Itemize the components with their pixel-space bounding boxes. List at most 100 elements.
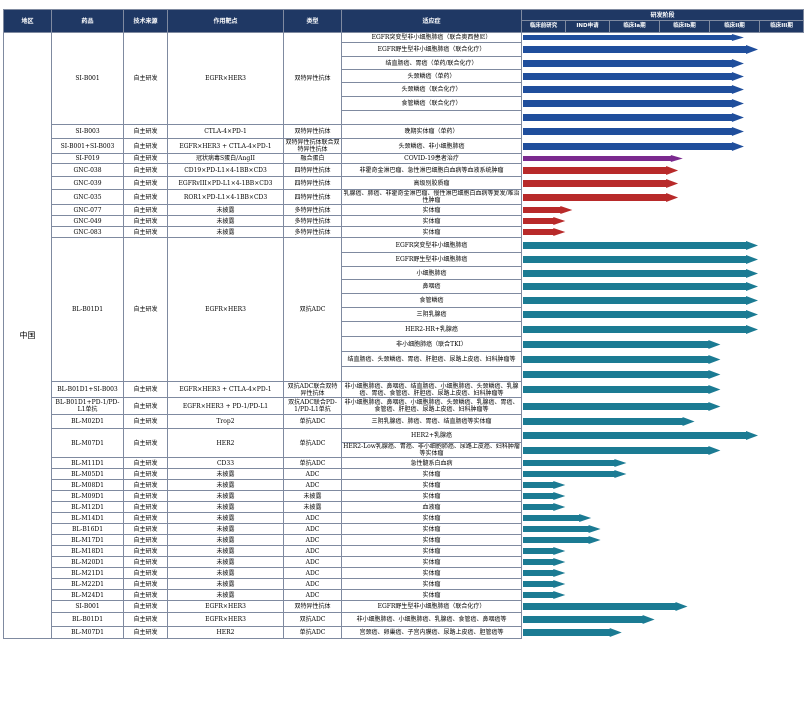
drug-cell: GNC-083 — [51, 226, 124, 238]
stage-cell — [522, 154, 804, 164]
target-cell: 未披露 — [167, 578, 284, 590]
type-cell: 多特异性抗体 — [283, 215, 342, 227]
stage-cell — [522, 513, 804, 524]
drug-cell: BL-B01D1+SI-B003 — [51, 381, 124, 398]
header-indication: 适应症 — [341, 9, 522, 33]
indication-cell: 晚期实体瘤（单药） — [341, 124, 522, 139]
indication-cell: 头颈鳞癌、非小细胞肺癌 — [341, 138, 522, 154]
stage-cell — [522, 429, 804, 443]
drug-cell: GNC-039 — [51, 176, 124, 190]
type-cell: 双特异性抗体 — [283, 32, 342, 125]
source-cell: 自主研发 — [123, 414, 168, 429]
type-cell: 四特异性抗体 — [283, 163, 342, 177]
indication-cell: 实体瘤 — [341, 468, 522, 480]
indication-cell: 小细胞肺癌 — [341, 266, 522, 280]
stage-header-4: 临床II期 — [709, 20, 760, 33]
table-row: GNC-049 自主研发 未披露 多特异性抗体 实体瘤 — [4, 215, 804, 227]
source-cell: 自主研发 — [123, 32, 168, 125]
table-row: BL-M18D1 自主研发 未披露 ADC 实体瘤 — [4, 545, 804, 557]
indication-cell: 非小细胞肺癌、鼻咽癌、结直肠癌、小细胞肺癌、头颈鳞癌、乳腺癌、胃癌、食管癌、肝胆… — [341, 381, 522, 398]
indication-cell: 高级别胶质瘤 — [341, 176, 522, 190]
header-target: 作用靶点 — [167, 9, 284, 33]
table-row: GNC-035 自主研发 ROR1×PD-L1×4-1BB×CD3 四特异性抗体 乳腺癌… — [4, 189, 804, 205]
source-cell: 自主研发 — [123, 626, 168, 639]
stage-header-3: 临床Ib期 — [659, 20, 710, 33]
drug-cell: BL-M07D1 — [51, 428, 124, 458]
source-cell: 自主研发 — [123, 189, 168, 205]
target-cell: 未披露 — [167, 589, 284, 601]
drug-cell: SI-B001 — [51, 32, 124, 125]
table-row: GNC-039 自主研发 EGFRvIII×PD-L1×4-1BB×CD3 四特异性抗… — [4, 176, 804, 190]
drug-cell: BL-B01D1 — [51, 612, 124, 627]
indication-cell: 血液瘤 — [341, 501, 522, 513]
stage-cell — [522, 458, 804, 469]
drug-cell: BL-M07D1 — [51, 626, 124, 639]
stage-cell — [522, 97, 804, 111]
target-cell: 未披露 — [167, 501, 284, 513]
type-cell: 双抗ADC联合双特异性抗体 — [283, 381, 342, 398]
table-row: BL-M12D1 自主研发 未披露 未披露 血液瘤 — [4, 501, 804, 513]
table-row: 中国 SI-B001 自主研发 EGFR×HER3 双特异性抗体 EGFR突变型非小细胞肺… — [3, 32, 804, 639]
drug-cell: BL-M12D1 — [51, 501, 124, 513]
stage-cell — [522, 535, 804, 546]
type-cell: 多特异性抗体 — [283, 204, 342, 216]
target-cell: 未披露 — [167, 468, 284, 480]
drug-cell: BL-M05D1 — [51, 468, 124, 480]
type-cell: 双特异性抗体 — [283, 124, 342, 139]
stage-cell — [522, 352, 804, 367]
target-cell: CD19×PD-L1×4-1BB×CD3 — [167, 163, 284, 177]
type-cell: 融合蛋白 — [283, 153, 342, 164]
drug-cell: BL-M21D1 — [51, 567, 124, 579]
source-cell: 自主研发 — [123, 501, 168, 513]
source-cell: 自主研发 — [123, 381, 168, 398]
header-region: 地区 — [3, 9, 52, 33]
type-cell: ADC — [283, 556, 342, 568]
type-cell: 双抗ADC — [283, 237, 342, 382]
stage-cell — [522, 546, 804, 557]
drug-cell: BL-M14D1 — [51, 512, 124, 524]
stage-cell — [522, 398, 804, 415]
drug-cell: BL-M02D1 — [51, 414, 124, 429]
target-cell: EGFR×HER3 + CTLA-4×PD-1 — [167, 138, 284, 154]
target-cell: Trop2 — [167, 414, 284, 429]
source-cell: 自主研发 — [123, 578, 168, 590]
indication-cell: 食管鳞癌 — [341, 293, 522, 308]
stage-header-0: 临床前研究 — [521, 20, 566, 33]
drug-cell: SI-B003 — [51, 124, 124, 139]
stage-cell — [522, 367, 804, 382]
indication-cell: 结直肠癌、头颈鳞癌、胃癌、肝胆癌、尿路上皮癌、妇科肿瘤等 — [341, 351, 522, 367]
indication-cell: HER2-Low乳腺癌、胃癌、非小细胞肺癌、尿路上皮癌、妇科肿瘤等实体瘤 — [341, 442, 522, 458]
table-row: BL-M07D1 自主研发 HER2 单抗ADC 宫颈癌、卵巢癌、子宫内膜癌、尿路上皮癌… — [4, 626, 804, 639]
stage-cell — [522, 57, 804, 70]
indication-cell: 实体瘤 — [341, 512, 522, 524]
indication-cell: 非小细胞肺癌（联合TKI） — [341, 336, 522, 352]
source-cell: 自主研发 — [123, 612, 168, 627]
source-cell: 自主研发 — [123, 204, 168, 216]
source-cell: 自主研发 — [123, 567, 168, 579]
indication-cell: 实体瘤 — [341, 479, 522, 491]
indication-cell: 头颈鳞癌（联合化疗） — [341, 82, 522, 97]
stage-cell — [522, 83, 804, 97]
stage-cell — [522, 216, 804, 227]
source-cell: 自主研发 — [123, 428, 168, 458]
table-row: BL-M24D1 自主研发 未披露 ADC 实体瘤 — [4, 589, 804, 601]
stage-cell — [522, 238, 804, 253]
drug-cell: BL-M08D1 — [51, 479, 124, 491]
stage-cell — [522, 491, 804, 502]
indication-cell: 鼻咽癌 — [341, 279, 522, 294]
table-row: BL-M02D1 自主研发 Trop2 单抗ADC 三阴乳腺癌、肺癌、胃癌、结直肠癌等实… — [4, 414, 804, 429]
target-cell: 未披露 — [167, 490, 284, 502]
stage-header-2: 临床Ia期 — [609, 20, 660, 33]
header-stage-group: 研发阶段 — [520, 9, 805, 21]
stage-cell — [522, 557, 804, 568]
target-cell: 未披露 — [167, 523, 284, 535]
source-cell: 自主研发 — [123, 397, 168, 415]
stage-cell — [522, 322, 804, 337]
table-row: GNC-083 自主研发 未披露 多特异性抗体 实体瘤 — [4, 226, 804, 238]
table-row: SI-B001+SI-B003 自主研发 EGFR×HER3 + CTLA-4×PD… — [4, 138, 804, 154]
stage-cell — [522, 205, 804, 216]
source-cell: 自主研发 — [123, 545, 168, 557]
region-cell: 中国 — [3, 32, 52, 639]
source-cell: 自主研发 — [123, 534, 168, 546]
source-cell: 自主研发 — [123, 176, 168, 190]
